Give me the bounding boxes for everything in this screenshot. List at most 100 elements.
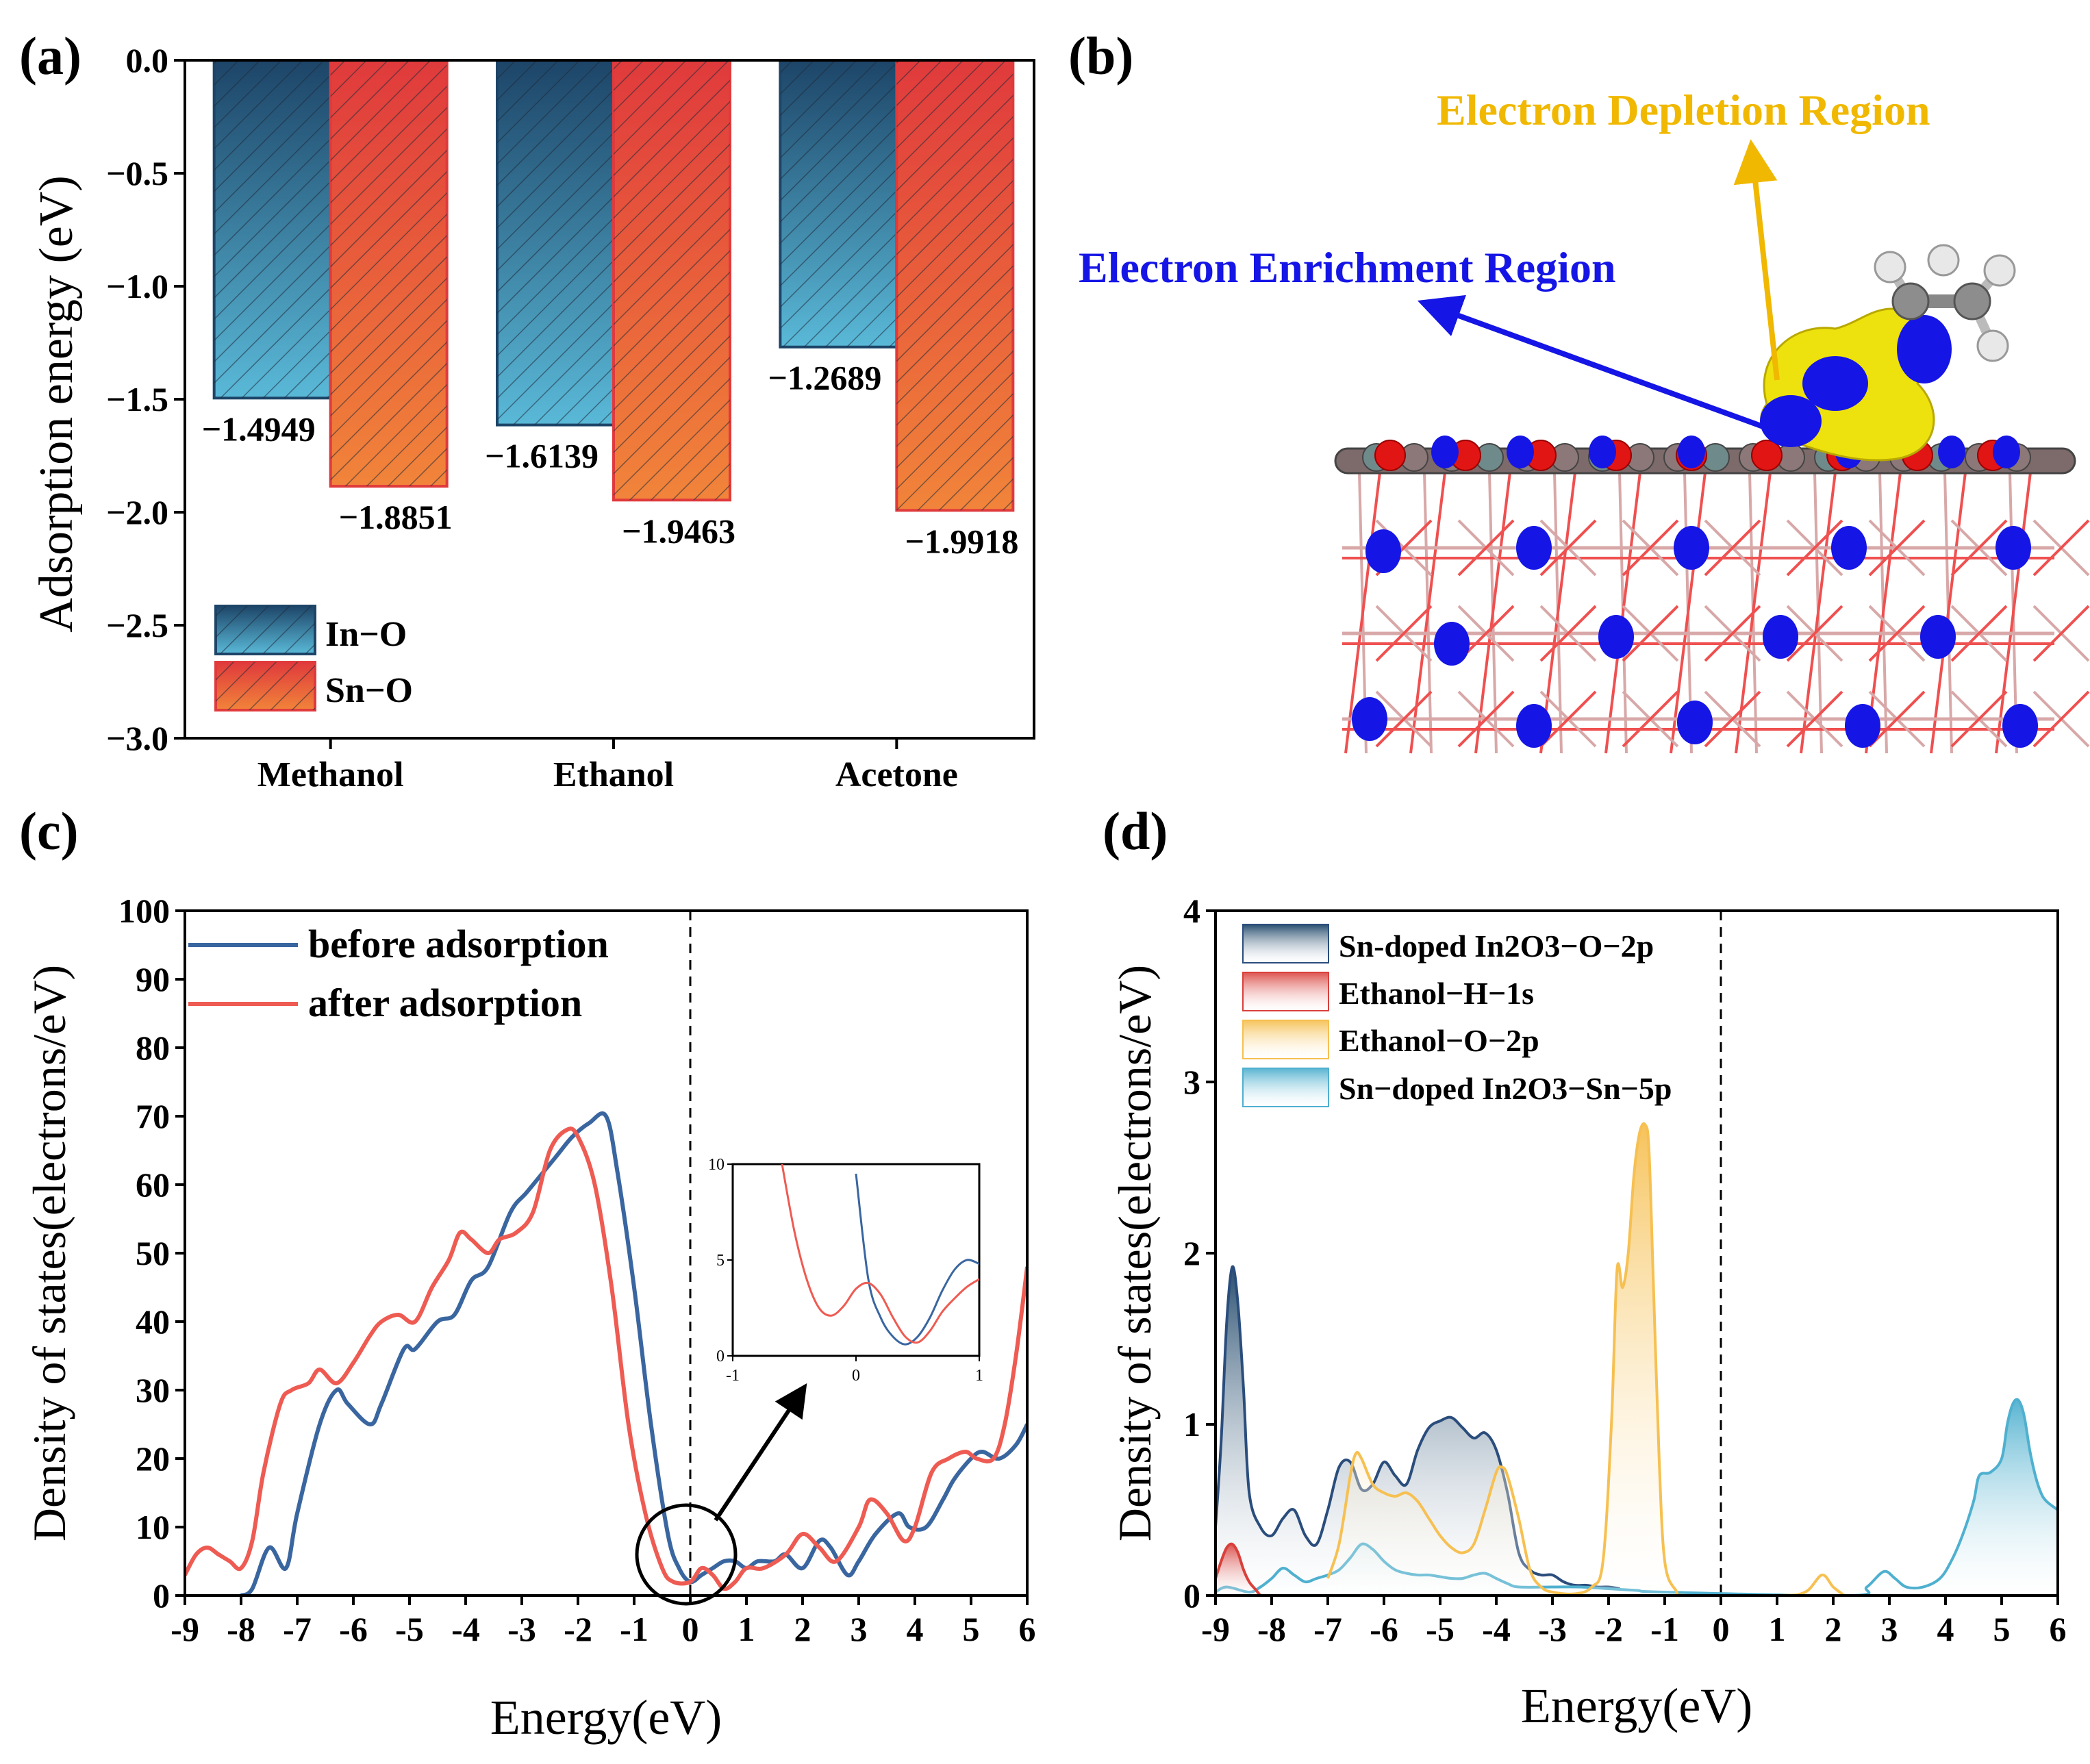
- x-tick-label: 1: [1769, 1610, 1786, 1648]
- enrichment-isosurface: [1802, 356, 1868, 411]
- y-tick-label: 0: [1183, 1576, 1200, 1615]
- inset-x-tick-label: -1: [726, 1367, 740, 1385]
- bar-hatch: [780, 60, 897, 347]
- panel-c-plot-frame: [184, 909, 1029, 1597]
- lattice-bond: [2032, 519, 2090, 577]
- legend-swatch-h1s: [1242, 972, 1329, 1011]
- x-tick-label: -7: [283, 1610, 312, 1648]
- x-category-label: Methanol: [257, 755, 404, 794]
- x-tick-label: 6: [2050, 1610, 2067, 1648]
- y-tick-label: −1.5: [106, 380, 168, 418]
- panel-d-y-axis-label: Density of states(electrons/eV): [1109, 965, 1161, 1541]
- x-tick-label: 4: [1937, 1610, 1954, 1648]
- lattice-bond: [1622, 690, 1679, 748]
- panel-d-ticks: -9 -8 -7 -6 -5 -4 -3 -2 -1 0 1 2 3 4 5 6 0 1 2 3 4: [1183, 892, 2067, 1648]
- x-tick-label: -1: [620, 1610, 649, 1648]
- charge-blob: [1507, 436, 1534, 468]
- panel-label-c: (c): [19, 801, 79, 861]
- charge-blob: [1598, 615, 1634, 659]
- legend-label-after: after adsorption: [308, 981, 582, 1025]
- y-tick-label: 1: [1183, 1405, 1200, 1444]
- x-tick-label: 0: [1713, 1610, 1730, 1648]
- series-line: [1326, 1122, 1846, 1596]
- lattice-bond: [2032, 690, 2090, 748]
- series-area: [1328, 1123, 1845, 1596]
- x-tick-label: -9: [1201, 1610, 1230, 1648]
- y-tick-label: 0: [153, 1576, 170, 1615]
- bar-value-label: −1.4949: [202, 410, 316, 448]
- lattice-bond: [1622, 519, 1679, 577]
- lattice-bond: [1457, 690, 1515, 748]
- lattice-bond: [1786, 519, 1843, 577]
- series-line: [1216, 1265, 1620, 1590]
- hydrogen-atom: [1874, 251, 1906, 284]
- charge-blob: [1589, 436, 1616, 468]
- legend-label-before: before adsorption: [308, 922, 609, 966]
- lattice-bond: [2032, 605, 2090, 662]
- panel-c-y-axis-label: Density of states(electrons/eV): [23, 965, 75, 1541]
- charge-density-blobs: [1352, 436, 2038, 748]
- x-tick-label: 5: [963, 1610, 980, 1648]
- y-tick-label: 4: [1183, 892, 1200, 930]
- lattice-bond: [1344, 472, 1381, 754]
- x-tick-label: -8: [227, 1610, 255, 1648]
- lattice-bond: [1786, 605, 1843, 662]
- charge-blob: [1763, 615, 1798, 659]
- y-tick-label: 20: [136, 1439, 170, 1478]
- x-tick-label: 4: [907, 1610, 924, 1648]
- legend-label-h1s: Ethanol−H−1s: [1339, 976, 1534, 1011]
- inset-x-tick-label: 1: [975, 1367, 983, 1385]
- lattice-bond: [1704, 690, 1761, 748]
- charge-blob: [1993, 436, 2020, 468]
- inset-y-tick-label: 0: [716, 1348, 725, 1365]
- y-tick-label: 60: [136, 1166, 170, 1204]
- x-tick-label: -2: [1594, 1610, 1623, 1648]
- x-tick-label: -3: [1538, 1610, 1567, 1648]
- lattice-bond: [1868, 605, 1926, 662]
- x-tick-label: -8: [1257, 1610, 1286, 1648]
- y-tick-label: −1.0: [106, 267, 168, 305]
- bar-value-label: −1.2689: [768, 359, 881, 397]
- molecular-structure: [1334, 139, 2090, 754]
- lattice-bond: [1868, 690, 1926, 748]
- panel-c: (c) Density of states(electrons/eV) Ener…: [19, 801, 1036, 1745]
- oxygen-atom: [1374, 440, 1406, 471]
- panel-label-a: (a): [19, 26, 81, 86]
- panel-d-x-axis-label: Energy(eV): [1521, 1678, 1753, 1733]
- lattice-bond: [1786, 690, 1843, 748]
- x-tick-label: -1: [1650, 1610, 1679, 1648]
- lattice-bond: [1670, 472, 1707, 754]
- enrichment-region-label: Electron Enrichment Region: [1079, 243, 1616, 292]
- depletion-region-label: Electron Depletion Region: [1437, 86, 1930, 134]
- charge-blob: [2002, 704, 2038, 748]
- panel-label-b: (b): [1068, 26, 1133, 86]
- panel-a-legend: In−O Sn−O: [214, 605, 413, 711]
- lattice-bond: [1409, 472, 1446, 754]
- legend-swatch-sn-o-hatch: [216, 662, 315, 710]
- legend-swatch-sn-o2p: [1242, 924, 1329, 963]
- x-category-label: Ethanol: [553, 755, 674, 794]
- panel-a-y-ticks: 0.0 −0.5 −1.0 −1.5 −2.0 −2.5 −3.0: [106, 41, 185, 757]
- panel-b: (b) Electron Depletion Region Electron E…: [1068, 26, 2090, 754]
- x-tick-label: 3: [1881, 1610, 1898, 1648]
- oxygen-atom: [1751, 440, 1783, 471]
- x-tick-label: -4: [451, 1610, 480, 1648]
- inset-line: [855, 1173, 979, 1346]
- lattice-bond: [1950, 519, 2008, 577]
- panel-d-legend: Sn-doped In2O3−O−2p Ethanol−H−1s Ethanol…: [1242, 924, 1672, 1107]
- lattice-bond: [1868, 519, 1926, 577]
- charge-blob: [1352, 697, 1387, 741]
- charge-blob: [1431, 436, 1459, 468]
- y-tick-label: 10: [136, 1508, 170, 1546]
- inset-line: [781, 1164, 979, 1344]
- y-tick-label: 80: [136, 1029, 170, 1067]
- lattice-bond: [1474, 472, 1511, 754]
- legend-label-o2p: Ethanol−O−2p: [1339, 1023, 1539, 1058]
- bar-hatch: [896, 60, 1013, 511]
- lattice-bond: [1800, 472, 1837, 754]
- panel-a-plot-frame: [184, 59, 1035, 740]
- lattice-bond: [1375, 605, 1433, 662]
